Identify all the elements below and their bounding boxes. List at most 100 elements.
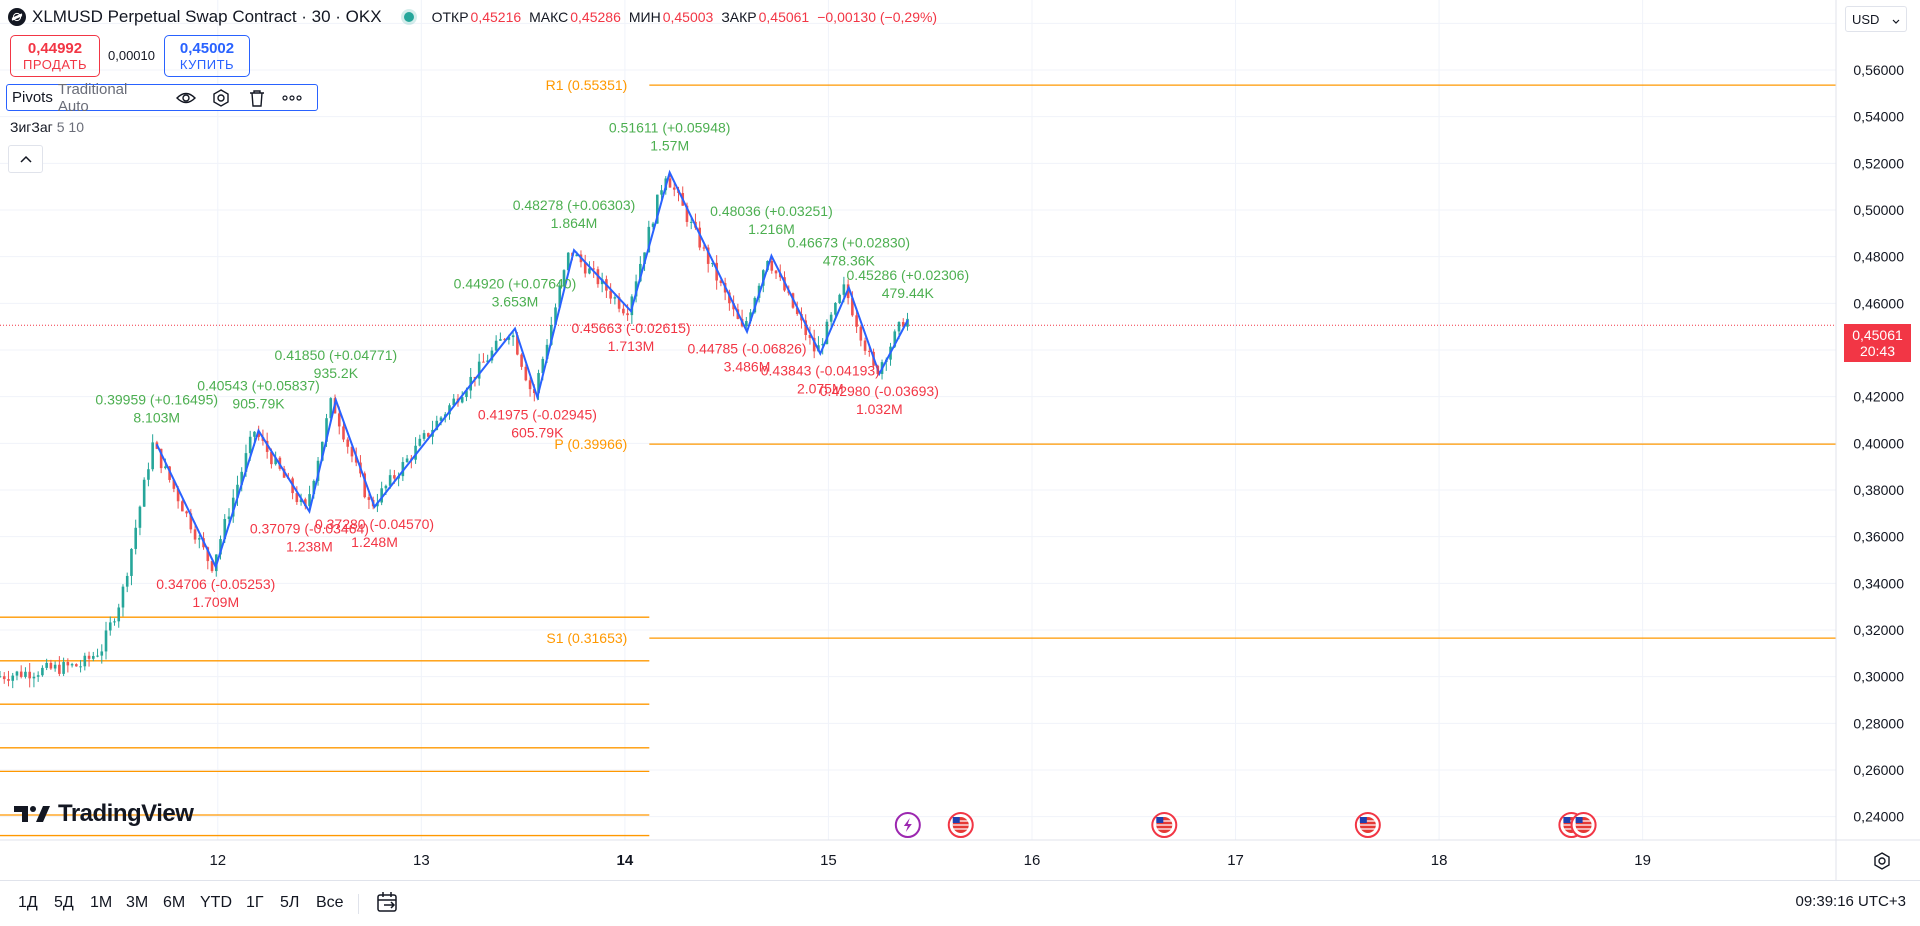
candle-body bbox=[223, 519, 227, 540]
tradingview-logo[interactable]: TradingView bbox=[14, 800, 194, 828]
candle-body bbox=[28, 671, 31, 679]
gear-icon[interactable] bbox=[1872, 851, 1892, 871]
candle-body bbox=[770, 261, 774, 271]
candle-body bbox=[897, 322, 901, 332]
settings-icon[interactable] bbox=[211, 87, 232, 109]
candle-body bbox=[91, 656, 95, 659]
clock-timezone[interactable]: 09:39:16 UTC+3 bbox=[1795, 893, 1907, 910]
candle-body bbox=[45, 662, 48, 668]
last-price-label: 0,45061 20:43 bbox=[1844, 324, 1911, 362]
candle-body bbox=[172, 479, 176, 489]
price-chart[interactable]: R1 (0.55351) P (0.39966) S1 (0.31653) 0.39… bbox=[0, 0, 1920, 880]
candle-body bbox=[448, 405, 451, 415]
symbol-header[interactable]: XLMUSD Perpetual Swap Contract · 30 · OK… bbox=[8, 6, 945, 28]
sell-price: 0,44992 bbox=[27, 40, 83, 57]
candle-body bbox=[651, 223, 655, 227]
candle-body bbox=[825, 321, 829, 344]
candle-body bbox=[426, 433, 430, 437]
candle-body bbox=[299, 499, 303, 503]
candle-body bbox=[138, 506, 142, 528]
candle-body bbox=[685, 205, 689, 222]
zigzag-label-price: 0.41975 (-0.02945) bbox=[478, 406, 597, 422]
timeframe-all-button[interactable]: Все bbox=[316, 894, 344, 911]
price-tick-label: 0,36000 bbox=[1853, 529, 1904, 545]
candle-body bbox=[821, 343, 824, 346]
chevron-down-icon bbox=[1892, 12, 1900, 27]
candle-body bbox=[147, 469, 150, 480]
time-tick-label: 17 bbox=[1227, 852, 1244, 869]
pivot-lines: R1 (0.55351) P (0.39966) S1 (0.31653) bbox=[0, 77, 1836, 837]
pivots-params: Traditional Auto bbox=[57, 80, 128, 115]
candle-body bbox=[393, 475, 396, 479]
pivots-name: Pivots bbox=[12, 89, 53, 106]
zigzag-indicator-legend[interactable]: ЗигЗаг 5 10 bbox=[10, 119, 84, 135]
candle-body bbox=[808, 334, 812, 338]
candle-body bbox=[308, 494, 311, 507]
candle-body bbox=[655, 194, 659, 224]
timeframe-5y-button[interactable]: 5Л bbox=[280, 894, 300, 911]
candle-body bbox=[414, 445, 417, 460]
time-tick-label: 19 bbox=[1634, 852, 1651, 869]
eye-icon[interactable] bbox=[175, 87, 196, 109]
candle-body bbox=[575, 254, 579, 257]
candle-body bbox=[236, 484, 239, 498]
currency-select[interactable]: USD bbox=[1845, 6, 1907, 32]
timeframe-ytd-button[interactable]: YTD bbox=[200, 894, 232, 911]
buy-button[interactable]: 0,45002 КУПИТЬ bbox=[164, 35, 250, 77]
bottom-toolbar: 1Д 5Д 1М 3М 6М YTD 1Г 5Л Все 09:39:16 UT… bbox=[0, 880, 1920, 926]
time-tick-label: 13 bbox=[413, 852, 430, 869]
candle-body bbox=[715, 262, 718, 281]
candle-body bbox=[240, 471, 244, 485]
candle-body bbox=[282, 468, 286, 478]
candle-body bbox=[87, 655, 91, 659]
more-icon[interactable] bbox=[282, 87, 303, 109]
price-tick-label: 0,30000 bbox=[1853, 669, 1904, 685]
candle-body bbox=[329, 398, 333, 419]
candle-body bbox=[96, 655, 99, 657]
price-tick-label: 0,24000 bbox=[1853, 809, 1904, 825]
price-tick-label: 0,40000 bbox=[1853, 435, 1904, 451]
timeframe-5d-button[interactable]: 5Д bbox=[54, 894, 74, 911]
collapse-legend-button[interactable] bbox=[8, 145, 43, 173]
timeframe-1y-button[interactable]: 1Г bbox=[246, 894, 264, 911]
candle-body bbox=[728, 292, 731, 304]
timeframe-6m-button[interactable]: 6М bbox=[163, 894, 186, 911]
zigzag-label-price: 0.39959 (+0.16495) bbox=[95, 391, 218, 407]
candle-body bbox=[592, 268, 595, 270]
zigzag-label-price: 0.43843 (-0.04193) bbox=[761, 363, 880, 379]
candle-body bbox=[32, 676, 36, 679]
candle-body bbox=[142, 479, 146, 507]
chart-grid bbox=[0, 0, 1836, 840]
zigzag-label-price: 0.37280 (-0.04570) bbox=[315, 516, 434, 532]
ohlc-open-value: 0,45216 bbox=[470, 9, 522, 25]
candle-body bbox=[558, 286, 562, 308]
trash-icon[interactable] bbox=[246, 87, 267, 109]
timeframe-1m-button[interactable]: 1М bbox=[90, 894, 113, 911]
candle-body bbox=[117, 607, 121, 622]
timeframe-1d-button[interactable]: 1Д bbox=[18, 894, 38, 911]
candle-body bbox=[2, 676, 6, 680]
candle-body bbox=[749, 312, 752, 322]
timeframe-3m-button[interactable]: 3М bbox=[126, 894, 149, 911]
ohlc-open-label: ОТКР bbox=[431, 9, 469, 25]
candle-body bbox=[851, 298, 854, 316]
calendar-range-icon[interactable] bbox=[372, 887, 402, 917]
price-tick-label: 0,28000 bbox=[1853, 715, 1904, 731]
event-markers[interactable] bbox=[894, 812, 1597, 838]
buy-label: КУПИТЬ bbox=[179, 57, 235, 72]
candle-body bbox=[274, 457, 277, 465]
candle-body bbox=[405, 458, 409, 463]
candle-body bbox=[511, 335, 515, 338]
candle-body bbox=[363, 473, 366, 498]
candle-body bbox=[367, 497, 371, 500]
sell-button[interactable]: 0,44992 ПРОДАТЬ bbox=[10, 35, 100, 77]
candle-body bbox=[265, 440, 269, 452]
candle-body bbox=[418, 438, 422, 446]
zigzag-label-volume: 478.36K bbox=[823, 253, 876, 269]
pivots-indicator-legend[interactable]: Pivots Traditional Auto bbox=[6, 81, 318, 115]
candle-body bbox=[842, 284, 846, 295]
candle-body bbox=[812, 337, 816, 352]
symbol-title[interactable]: XLMUSD Perpetual Swap Contract · 30 · OK… bbox=[32, 7, 382, 26]
zigzag-label-price: 0.42980 (-0.03693) bbox=[820, 383, 939, 399]
zigzag-label-price: 0.45663 (-0.02615) bbox=[571, 320, 690, 336]
